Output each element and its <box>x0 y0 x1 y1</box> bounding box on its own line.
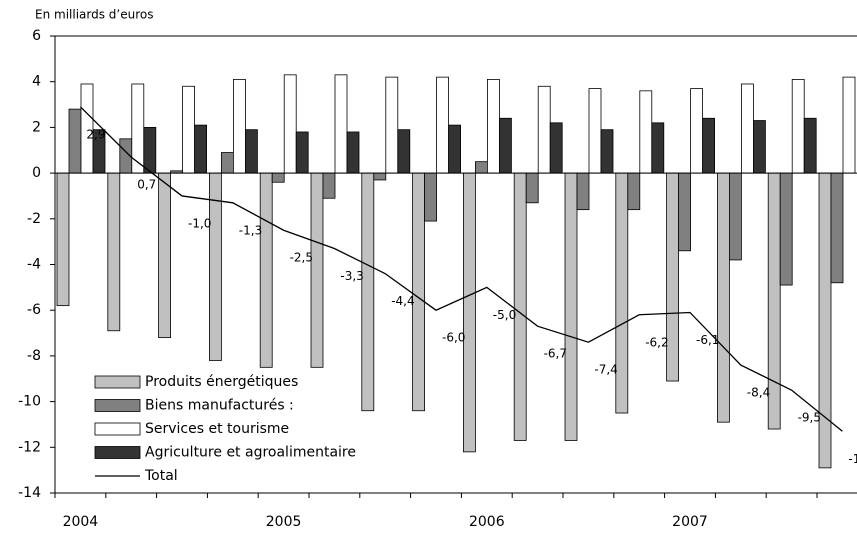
bar <box>803 117 817 174</box>
y-tick-label: 6 <box>32 28 41 44</box>
y-tick-label: 2 <box>32 119 41 135</box>
data-label: -1,0 <box>188 216 211 230</box>
y-tick-label: -6 <box>27 302 41 318</box>
bar <box>486 79 500 174</box>
bar <box>474 161 488 174</box>
data-label: -8,4 <box>747 386 770 400</box>
y-tick-label: -4 <box>27 257 41 273</box>
bar <box>107 172 121 332</box>
bar <box>259 172 273 368</box>
bar <box>397 129 411 174</box>
legend-label: Agriculture et agroalimentaire <box>145 445 356 461</box>
bar <box>678 172 691 252</box>
bar <box>310 172 324 368</box>
bar <box>690 88 703 174</box>
bar <box>346 131 360 174</box>
bar <box>702 117 715 174</box>
bar <box>537 85 551 174</box>
bar <box>791 79 805 174</box>
data-label: -2,5 <box>290 251 313 265</box>
data-label: -7,4 <box>594 363 617 377</box>
bar <box>194 124 208 174</box>
x-tick-label: 2007 <box>672 514 708 530</box>
bar <box>143 127 157 174</box>
data-label: -4,4 <box>391 294 414 308</box>
total-line <box>79 106 843 432</box>
legend-swatch <box>94 399 141 412</box>
x-tick-label: 2005 <box>266 514 302 530</box>
data-label: -6,0 <box>442 331 465 345</box>
bar <box>334 74 348 174</box>
legend-label: Produits énergétiques <box>145 374 298 390</box>
bar <box>651 122 665 174</box>
bar <box>424 172 438 222</box>
legend-swatch <box>94 422 141 436</box>
bar <box>373 172 387 181</box>
y-tick-label: -10 <box>18 394 41 410</box>
bar <box>412 172 426 412</box>
bar <box>385 76 399 174</box>
data-label: -11,3 <box>848 452 857 466</box>
bar <box>232 79 246 174</box>
bar <box>717 172 730 423</box>
bar <box>779 172 793 286</box>
bar <box>68 108 82 174</box>
data-label: -6,2 <box>645 335 668 349</box>
bar <box>588 88 602 174</box>
bar <box>182 85 196 174</box>
bar <box>741 83 754 174</box>
bar <box>639 90 653 174</box>
legend-label: Biens manufacturés : <box>145 398 294 414</box>
bar <box>513 172 527 441</box>
y-tick-label: -2 <box>27 211 41 227</box>
x-tick-label: 2004 <box>63 514 99 530</box>
bar <box>830 172 844 284</box>
y-tick-label: -14 <box>18 485 41 501</box>
legend-label: Total <box>144 468 178 484</box>
bar <box>549 122 563 174</box>
bar <box>56 172 70 307</box>
bar <box>627 172 641 211</box>
bar <box>283 74 297 174</box>
bar <box>361 172 375 412</box>
x-tick-label: 2006 <box>469 514 505 530</box>
y-tick-label: 4 <box>32 74 41 90</box>
chart-title: En milliards d’euros <box>35 8 153 22</box>
bar <box>842 76 856 174</box>
bar <box>448 124 462 174</box>
bar <box>462 172 476 453</box>
data-label: -1,3 <box>239 223 262 237</box>
bar <box>753 120 766 174</box>
y-tick-label: -8 <box>27 348 41 364</box>
data-label: 0,7 <box>137 178 156 192</box>
bar <box>564 172 578 441</box>
bar <box>666 172 679 382</box>
bar <box>498 117 512 174</box>
bar <box>244 129 258 174</box>
legend-swatch <box>94 446 141 459</box>
bar <box>158 172 172 339</box>
legend-swatch <box>94 375 141 389</box>
y-tick-label: 0 <box>32 165 41 181</box>
bar <box>271 172 285 183</box>
data-label: -6,1 <box>696 333 719 347</box>
legend-label: Services et tourisme <box>145 421 289 437</box>
data-label: -6,7 <box>544 347 567 361</box>
data-label: -3,3 <box>340 269 363 283</box>
bar <box>615 172 629 414</box>
data-label: -5,0 <box>493 308 516 322</box>
bar <box>322 172 336 199</box>
data-label: -9,5 <box>798 411 821 425</box>
bar <box>525 172 539 204</box>
y-tick-label: -12 <box>18 439 41 455</box>
data-label: 2,9 <box>86 127 105 141</box>
bar <box>729 172 742 261</box>
bar <box>436 76 450 174</box>
bar <box>576 172 590 211</box>
bar <box>295 131 309 174</box>
bar <box>220 152 234 174</box>
bar <box>600 129 614 174</box>
